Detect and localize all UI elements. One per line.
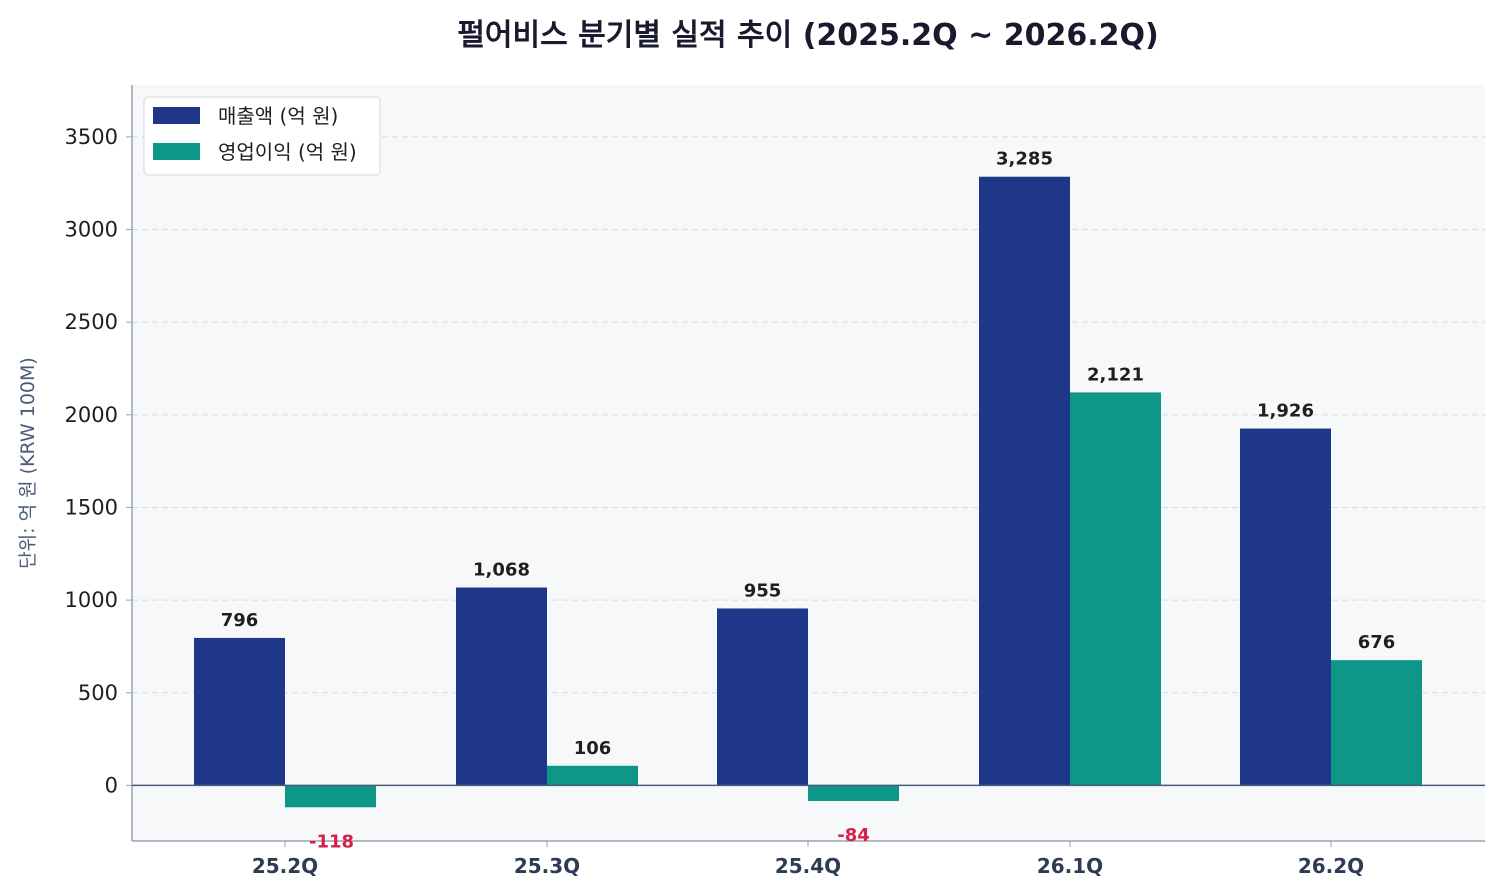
y-axis-ticks: 0 500 1000 1500 2000 2500 3000 3500 bbox=[65, 125, 132, 797]
operating-profit-bar bbox=[1331, 660, 1422, 786]
operating-profit-bar bbox=[1070, 392, 1161, 786]
y-tick-label: 1500 bbox=[65, 495, 118, 519]
legend-swatch bbox=[153, 107, 200, 124]
data-label: 106 bbox=[574, 738, 612, 759]
operating-profit-bar bbox=[808, 785, 899, 801]
y-tick-label: 500 bbox=[78, 681, 118, 705]
x-axis-ticks: 25.2Q 25.3Q 25.4Q 26.1Q 26.2Q bbox=[252, 841, 1364, 878]
data-label: 796 bbox=[221, 610, 259, 631]
data-label: -84 bbox=[837, 825, 870, 846]
chart-title: 펄어비스 분기별 실적 추이 (2025.2Q ~ 2026.2Q) bbox=[457, 18, 1158, 53]
data-label: 1,926 bbox=[1257, 401, 1314, 422]
y-tick-label: 1000 bbox=[65, 588, 118, 612]
legend-box bbox=[143, 96, 381, 176]
revenue-bar bbox=[456, 587, 547, 786]
x-tick-label: 26.2Q bbox=[1298, 854, 1364, 878]
legend-swatch bbox=[153, 143, 200, 160]
y-tick-label: 3500 bbox=[65, 125, 118, 149]
y-tick-label: 2000 bbox=[65, 403, 118, 427]
y-tick-label: 2500 bbox=[65, 310, 118, 334]
legend: 매출액 (억 원) 영업이익 (억 원) bbox=[143, 96, 381, 176]
data-labels: 796 1,068 955 3,285 1,926 -118 106 -84 2,121 676 bbox=[221, 149, 1396, 853]
revenue-bar bbox=[979, 176, 1070, 786]
data-label: 2,121 bbox=[1087, 364, 1144, 385]
data-label: 955 bbox=[744, 580, 782, 601]
x-tick-label: 25.4Q bbox=[775, 854, 841, 878]
x-tick-label: 25.2Q bbox=[252, 854, 318, 878]
revenue-bar bbox=[194, 637, 285, 786]
legend-label: 매출액 (억 원) bbox=[218, 104, 338, 128]
y-tick-label: 0 bbox=[105, 773, 118, 797]
data-label: 3,285 bbox=[996, 149, 1053, 170]
legend-label: 영업이익 (억 원) bbox=[218, 140, 357, 164]
data-label: 1,068 bbox=[473, 560, 530, 581]
data-label: 676 bbox=[1358, 632, 1396, 653]
operating-profit-bar bbox=[547, 765, 638, 786]
revenue-bar bbox=[717, 608, 808, 786]
y-tick-label: 3000 bbox=[65, 218, 118, 242]
data-label: -118 bbox=[309, 831, 354, 852]
bars bbox=[194, 176, 1422, 808]
operating-profit-bar bbox=[285, 785, 376, 808]
x-tick-label: 26.1Q bbox=[1037, 854, 1103, 878]
x-tick-label: 25.3Q bbox=[514, 854, 580, 878]
y-axis-label: 단위: 억 원 (KRW 100M) bbox=[17, 357, 39, 569]
revenue-bar bbox=[1240, 428, 1331, 786]
